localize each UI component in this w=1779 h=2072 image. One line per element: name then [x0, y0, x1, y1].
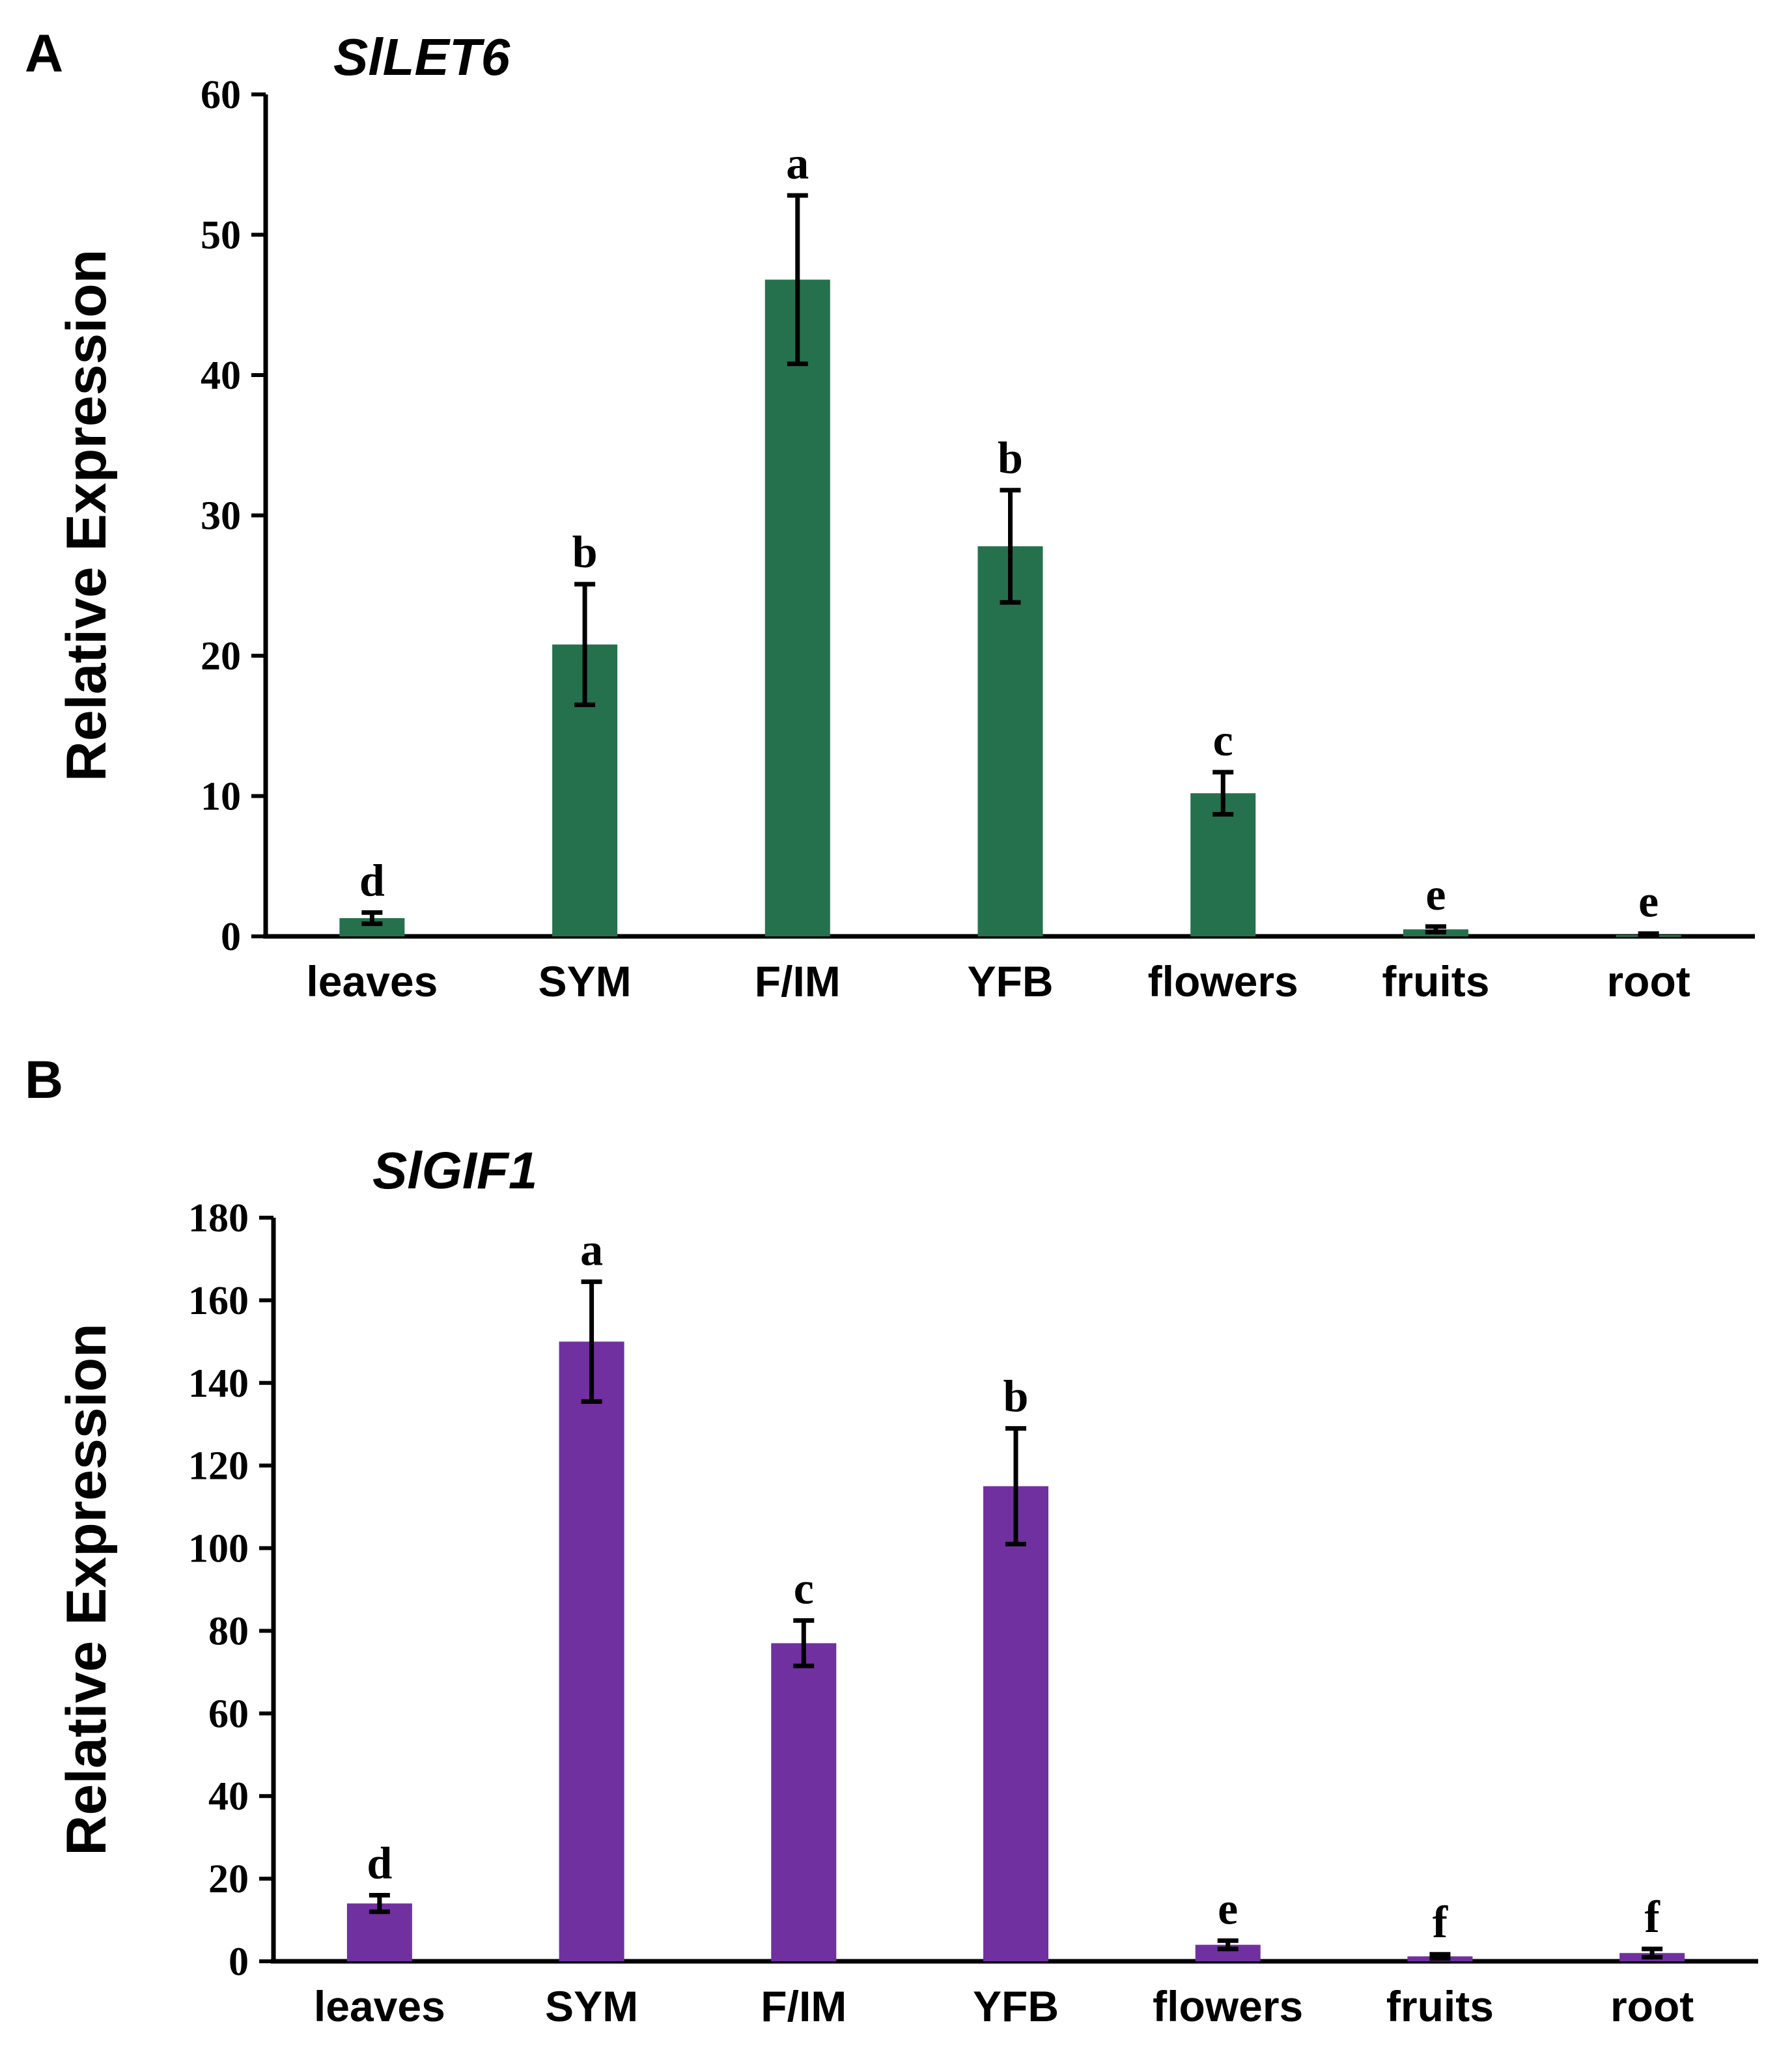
significance-label: a	[786, 139, 809, 189]
y-axis-label: Relative Expression	[55, 249, 118, 781]
category-label: flowers	[1153, 1982, 1303, 2030]
significance-label: d	[359, 856, 385, 906]
significance-label: f	[1433, 1897, 1448, 1948]
chart-a: 0 10 20 30 40 50 60 Relative Expression d leaves b…	[55, 73, 1755, 1005]
y-tick-label: 0	[221, 915, 241, 959]
significance-label: b	[572, 527, 598, 578]
significance-label: d	[367, 1838, 392, 1888]
y-tick-label: 40	[208, 1774, 249, 1819]
significance-label: e	[1425, 870, 1446, 920]
category-label: fruits	[1386, 1982, 1494, 2030]
significance-label: c	[1213, 716, 1233, 766]
bar-f-im	[771, 1643, 837, 1961]
significance-label: f	[1644, 1892, 1660, 1942]
bar-yfb	[977, 546, 1043, 936]
panel-letter-b: B	[25, 1050, 64, 1110]
bar-sym	[559, 1341, 624, 1961]
y-axis-label: Relative Expression	[55, 1323, 118, 1855]
category-label: flowers	[1148, 957, 1298, 1005]
category-label: leaves	[314, 1982, 445, 2030]
significance-label: a	[580, 1225, 603, 1275]
y-tick-label: 0	[229, 1940, 249, 1984]
category-label: F/IM	[755, 957, 841, 1005]
y-tick-label: 20	[208, 1857, 249, 1901]
y-tick-label: 30	[201, 494, 241, 539]
significance-label: b	[998, 434, 1023, 484]
y-tick-label: 60	[208, 1692, 249, 1736]
y-tick-label: 50	[201, 214, 241, 258]
bar-yfb	[983, 1486, 1048, 1961]
y-tick-label: 80	[208, 1609, 249, 1653]
chart-title-b: SlGIF1	[372, 1141, 538, 1199]
category-label: F/IM	[761, 1982, 847, 2030]
y-tick-label: 180	[188, 1196, 249, 1240]
category-label: root	[1606, 957, 1690, 1005]
significance-label: c	[794, 1564, 814, 1614]
panel-letter-a: A	[25, 24, 64, 83]
y-tick-label: 20	[201, 634, 241, 679]
y-tick-label: 100	[188, 1527, 249, 1571]
category-label: leaves	[306, 957, 438, 1005]
bar-f-im	[764, 279, 830, 937]
category-label: fruits	[1382, 957, 1489, 1005]
category-label: SYM	[539, 957, 632, 1005]
significance-label: e	[1218, 1884, 1238, 1934]
significance-label: b	[1003, 1372, 1029, 1422]
bar-flowers	[1190, 793, 1256, 936]
significance-label: e	[1638, 877, 1659, 927]
chart-title-a: SlLET6	[333, 28, 511, 86]
category-label: YFB	[968, 957, 1054, 1005]
y-tick-label: 120	[188, 1444, 249, 1489]
y-tick-label: 60	[201, 73, 241, 117]
category-label: root	[1610, 1982, 1694, 2030]
y-tick-label: 10	[201, 775, 241, 819]
y-tick-label: 40	[201, 354, 241, 398]
category-label: SYM	[545, 1982, 638, 2030]
y-tick-label: 140	[188, 1362, 249, 1406]
category-label: YFB	[973, 1982, 1059, 2030]
y-tick-label: 160	[188, 1279, 249, 1323]
